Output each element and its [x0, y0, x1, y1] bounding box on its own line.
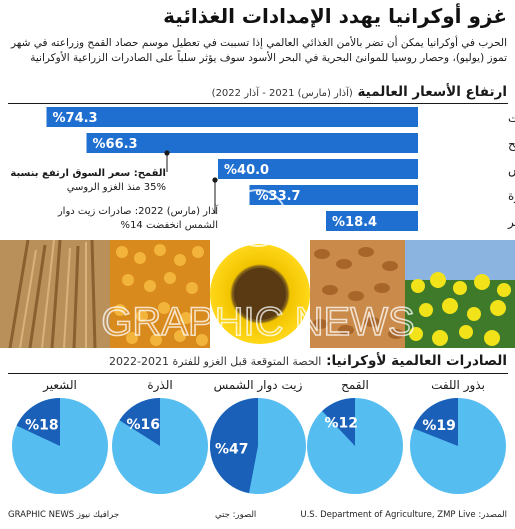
- page-title: غزو أوكرانيا يهدد الإمدادات الغذائية: [163, 4, 507, 28]
- intro-line-1: الحرب في أوكرانيا يمكن أن تضر بالأمن الغ…: [11, 37, 507, 49]
- price-bar-category: بذور اللفت: [508, 111, 515, 126]
- sunflower-photo: [210, 240, 310, 348]
- exports-section-title: الصادرات العالمية لأوكرانيا: الحصة المتو…: [7, 353, 507, 369]
- prices-section-title: ارتفاع الأسعار العالمية (آذار (مارس) 202…: [7, 84, 507, 100]
- pie-slice-ukraine: [16, 398, 60, 446]
- rapeseed-photo: [405, 240, 515, 348]
- pie-slice-ukraine: [119, 398, 160, 446]
- price-bar-value: %66.3: [93, 137, 138, 152]
- pie-category-label: الشعير: [43, 378, 77, 392]
- pie-category-label: الذرة: [147, 378, 173, 392]
- price-bar-category: القمح: [508, 137, 515, 151]
- march-note-line-2: الشمس انخفضت 14%: [120, 220, 218, 231]
- wheat-photo: [310, 240, 405, 348]
- exports-subtitle: الحصة المتوقعة قبل الغزو للفترة 2021-202…: [109, 355, 322, 368]
- price-bar-value: %18.4: [332, 215, 377, 230]
- march-note: آذار (مارس) 2022: صادرات زيت دوار الشمس …: [40, 205, 218, 233]
- price-bar: [249, 185, 418, 205]
- march-note-line-1: آذار (مارس) 2022: صادرات زيت دوار: [57, 206, 218, 217]
- price-bar: [218, 159, 418, 179]
- march-leader-dot: [212, 177, 218, 183]
- pie-slice-ukraine: [209, 398, 258, 494]
- pie-value-label: %18: [25, 418, 59, 434]
- photo-credit: الصور: جتي: [215, 510, 257, 520]
- exports-rule: [8, 373, 508, 374]
- price-bar-value: %40.0: [224, 163, 269, 178]
- price-bar-value: %74.3: [53, 111, 98, 126]
- wheat-note: القمح: سعر السوق ارتفع بنسبة 35% منذ الغ…: [6, 167, 166, 195]
- pie-category-label: زيت دوار الشمس: [213, 378, 303, 392]
- exports-title: الصادرات العالمية لأوكرانيا:: [326, 353, 507, 369]
- price-bar-category: زيت دوار الشمس: [508, 163, 515, 178]
- wheat-leader-dot: [164, 150, 170, 156]
- prices-rule: [8, 103, 508, 104]
- wheat-note-line-1: القمح: سعر السوق ارتفع بنسبة: [10, 168, 166, 179]
- pie-category-label: القمح: [341, 378, 369, 392]
- intro-line-2: تموز (يوليو)، وحصار روسيا للموانئ البحري…: [30, 52, 507, 64]
- prices-subtitle: (آذار (مارس) 2021 - آذار 2022): [211, 88, 353, 99]
- crop-photo-strip: [0, 240, 515, 348]
- pie-value-label: %16: [127, 417, 161, 433]
- graphic-news-credit: GRAPHIC NEWS جرافيك نيوز: [8, 510, 120, 520]
- pie-value-label: %19: [422, 418, 456, 434]
- price-bar-category: الشعير: [507, 215, 515, 230]
- prices-title: ارتفاع الأسعار العالمية: [357, 84, 508, 100]
- source-text: المصدر: U.S. Department of Agriculture, …: [300, 510, 507, 520]
- pie-slice-ukraine: [322, 398, 355, 446]
- wheat-note-line-2: 35% منذ الغزو الروسي: [66, 182, 166, 193]
- price-bar-category: الذرة: [508, 189, 515, 204]
- pie-category-label: بذور اللفت: [431, 378, 485, 392]
- pie-value-label: %47: [215, 442, 249, 458]
- price-bar: [86, 133, 418, 153]
- price-bar: [326, 211, 418, 231]
- pie-value-label: %12: [325, 415, 359, 431]
- pie-slice-ukraine: [413, 398, 458, 446]
- barley-photo: [0, 240, 110, 348]
- intro-text: الحرب في أوكرانيا يمكن أن تضر بالأمن الغ…: [7, 36, 507, 66]
- export-pie-charts: %19 %12 %47 %16 %18: [12, 398, 506, 494]
- corn-photo: [110, 240, 210, 348]
- note-leaders: [164, 150, 218, 214]
- price-bar: [46, 107, 418, 127]
